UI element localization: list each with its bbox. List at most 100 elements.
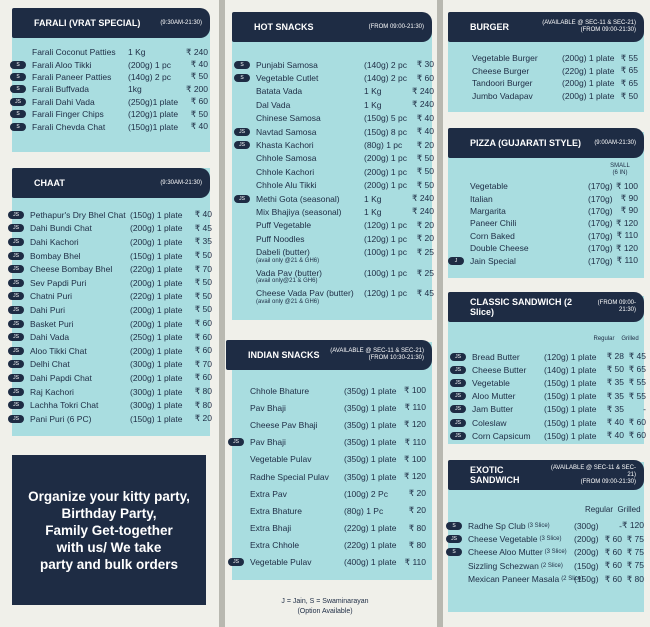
diet-tag: S [10,122,26,131]
diet-tag: JS [228,438,244,447]
item-quantity: (150g) 1 plate [544,404,597,415]
farali-list: Farali Coconut Patties 1 Kg ₹ 240 S Farali A… [10,46,208,133]
menu-item: Paneer Chili (170g) ₹ 120 [470,217,638,229]
item-quantity: (350g) 1 plate [344,437,397,448]
legend: J = Jain, S = Swaminarayan (Option Avail… [230,597,420,617]
menu-item: Mexican Paneer Masala (2 Slice) (150g) ₹ 60… [468,573,644,586]
menu-item: JS Coleslaw (150g) 1 plate ₹ 40 ₹ 60 [450,416,646,429]
menu-item: Sizzling Schezwan (2 Slice) (150g) ₹ 60 ₹ 75 [468,559,644,572]
item-price: ₹ 50 [416,179,434,190]
item-quantity: (100g) 2 Pc [344,488,388,499]
regular-price: ₹ 60 [604,573,622,584]
menu-item: S Vegetable Cutlet (140g) 2 pc ₹ 60 [234,71,434,84]
menu-item: JS Cheese Vegetable (3 Slice) (200g) ₹ 60 ₹ 7… [446,532,644,545]
item-quantity: (220g) 1 plate [562,65,615,76]
item-quantity: (100g) 1 pc [364,267,407,278]
item-quantity: (300g) 1 plate [130,386,183,397]
item-name: Navtad Samosa [256,126,317,137]
item-price: ₹ 120 [616,242,638,253]
menu-item: Puff Noodles (120g) 1 pc ₹ 20 [256,232,434,245]
menu-item: JS Pani Puri (6 PC) (150g) 1 plate ₹ 20 [8,412,212,426]
diet-tag: JS [234,127,250,136]
classic-sandwich-list: JS Bread Butter (120g) 1 plate ₹ 28 ₹ 45 JS Ch… [450,350,646,442]
diet-tag: JS [8,387,24,396]
item-price: ₹ 20 [416,139,434,150]
item-quantity: (140g) 2 pc [128,71,171,82]
item-price: ₹ 40 [190,121,208,132]
diet-tag: JS [450,378,466,387]
diet-tag: JS [8,346,24,355]
regular-price: ₹ 50 [606,364,624,375]
item-price: ₹ 50 [194,304,212,315]
item-quantity: (120g) 1 pc [364,233,407,244]
menu-item: JS Corn Capsicum (150g) 1 plate ₹ 40 ₹ 60 [450,429,646,442]
regular-price: ₹ 28 [606,351,624,362]
diet-tag: JS [450,352,466,361]
item-price: ₹ 110 [616,255,638,266]
menu-item: Vegetable (170g) ₹ 100 [470,180,638,192]
diet-tag: JS [8,224,24,233]
item-slice: (2 Slice) [561,576,584,583]
diet-tag: JS [446,535,462,544]
menu-item: JS Bombay Bhel (150g) 1 plate ₹ 50 [8,249,212,263]
diet-tag: JS [8,360,24,369]
item-price: ₹ 50 [190,71,208,82]
item-quantity: (350g) 1 plate [344,385,397,396]
menu-item: JS Basket Puri (200g) 1 plate ₹ 60 [8,317,212,331]
item-price: ₹ 110 [404,556,426,567]
diet-tag: J [448,256,464,265]
item-name: Raj Kachori [30,386,74,397]
item-quantity: (150g) 1 plate [130,209,183,220]
regular-price: ₹ 35 [606,390,624,401]
item-name: Chinese Samosa [256,113,321,124]
item-name: Aloo Tikki Chat [30,345,87,356]
diet-tag: JS [8,292,24,301]
menu-item: Cheese Burger (220g) 1 plate ₹ 65 [472,65,638,78]
menu-item: JS Dahi Puri (200g) 1 plate ₹ 50 [8,303,212,317]
diet-tag: S [446,521,462,530]
item-name: Khasta Kachori [256,140,314,151]
item-name: Vada Pav (butter) [256,267,322,278]
item-quantity: (170g) [588,205,613,216]
item-name: Double Cheese [470,243,529,254]
menu-item: JS Dahi Kachori (200g) 1 plate ₹ 35 [8,235,212,249]
menu-item: JS Cheese Butter (140g) 1 plate ₹ 50 ₹ 65 [450,363,646,376]
item-quantity: (170g) [588,255,613,266]
item-price: ₹ 50 [620,90,638,101]
grilled-price: ₹ 75 [626,533,644,544]
hot-snacks-title: HOT SNACKS [254,22,314,32]
item-name: Dahi Papdi Chat [30,372,92,383]
menu-item: S Radhe Sp Club (3 Slice) (300g) - ₹ 120 [446,519,644,532]
item-name: Pethapur's Dry Bhel Chat [30,209,126,220]
item-price: ₹ 60 [194,331,212,342]
item-price: ₹ 110 [404,402,426,413]
legend-line: J = Jain, S = Swaminarayan [281,598,369,605]
menu-item: JS Pav Bhaji (350g) 1 plate ₹ 110 [228,434,426,451]
item-price: ₹ 50 [194,277,212,288]
menu-item: JS Dahi Papdi Chat (200g) 1 plate ₹ 60 [8,371,212,385]
regular-price: ₹ 35 [606,377,624,388]
regular-price: ₹ 60 [604,546,622,557]
item-price: ₹ 65 [620,65,638,76]
item-quantity: (200g) 1 pc [364,153,407,164]
item-name: Sizzling Schezwan [468,560,539,571]
item-name: Vegetable Cutlet [256,73,319,84]
item-quantity: (300g) [574,520,599,531]
diet-tag: S [10,72,26,81]
item-quantity: 1 Kg [364,206,382,217]
menu-item: S Punjabi Samosa (140g) 2 pc ₹ 30 [234,58,434,71]
item-price: ₹ 60 [194,318,212,329]
item-quantity: (200g) 1 plate [130,223,183,234]
item-quantity: (300g) 1 plate [130,400,183,411]
menu-item: Margarita (170g) ₹ 90 [470,205,638,217]
item-quantity: (120g) 1 pc [364,220,407,231]
item-quantity: (170g) [588,230,613,241]
item-name: Tandoori Burger [472,78,533,89]
diet-tag: JS [8,333,24,342]
menu-item: Chhole Samosa (200g) 1 pc ₹ 50 [256,152,434,165]
item-price: ₹ 100 [616,180,638,191]
item-price: ₹ 240 [412,85,434,96]
pizza-title: PIZZA (GUJARATI STYLE) [470,138,581,148]
pizza-list: Vegetable (170g) ₹ 100 Italian (170g) ₹ 90 Mar… [448,180,638,267]
item-price: ₹ 110 [404,436,426,447]
